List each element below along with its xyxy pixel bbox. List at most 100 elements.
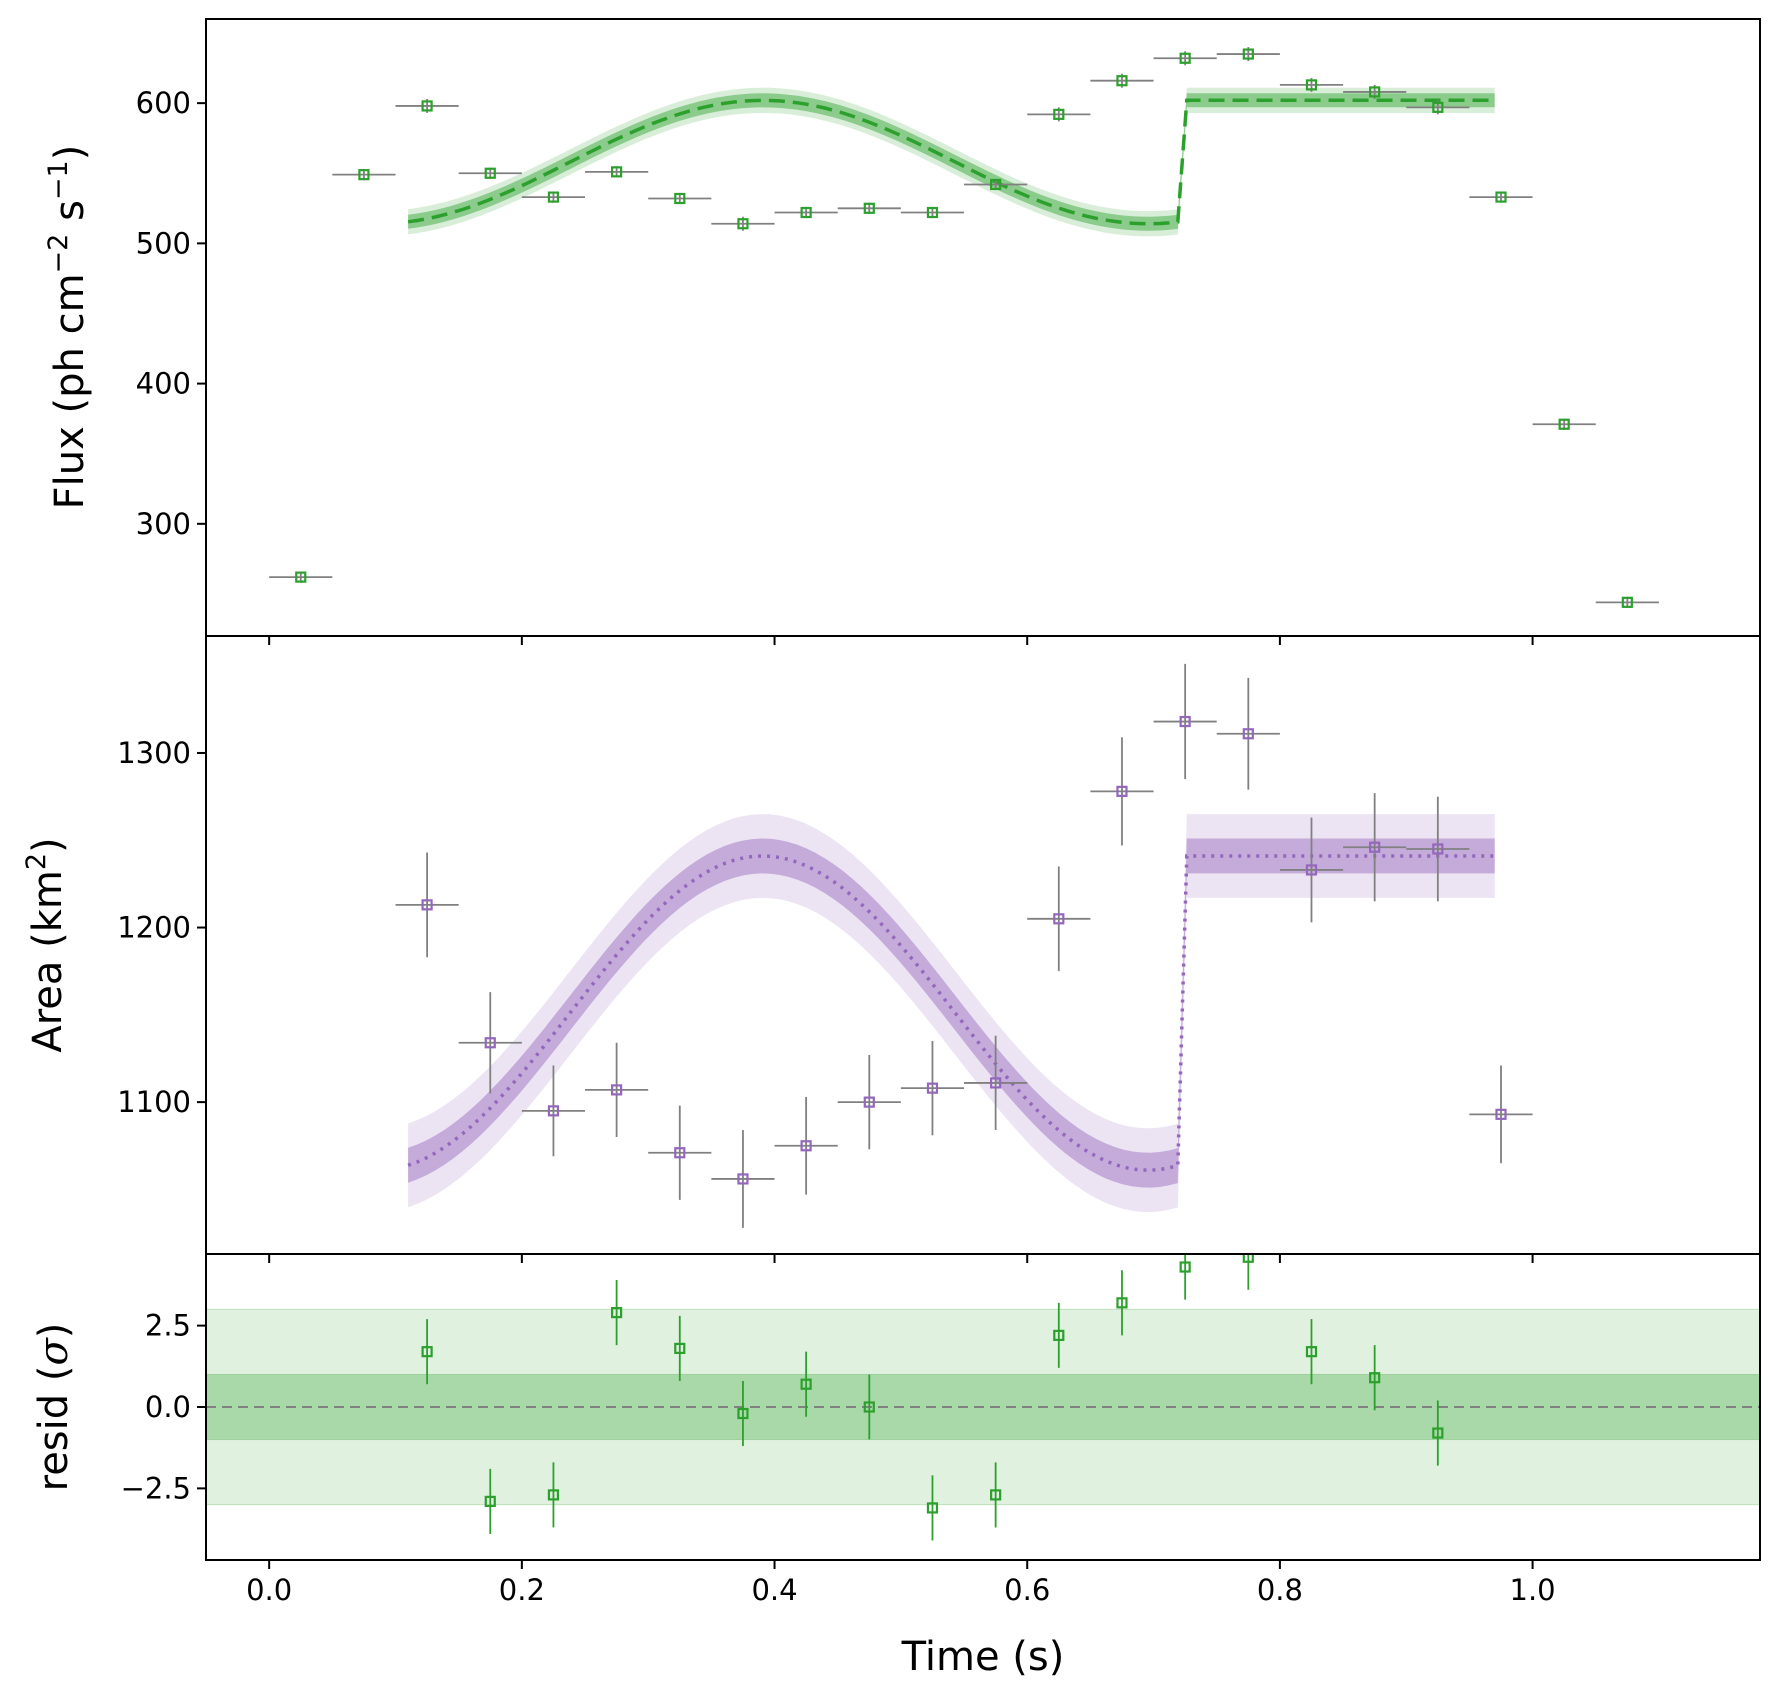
area-marker xyxy=(1432,843,1444,855)
flux-point xyxy=(1343,84,1407,99)
residual-marker xyxy=(863,1401,875,1413)
residual-point xyxy=(1305,1319,1318,1385)
xtick-label: 1.0 xyxy=(1510,1573,1556,1607)
residual-point xyxy=(1179,1254,1191,1300)
flux-point xyxy=(1090,73,1154,88)
flux-marker xyxy=(295,571,307,583)
area-point xyxy=(585,1042,649,1138)
area-point xyxy=(521,1065,586,1157)
area-marker xyxy=(800,1140,812,1152)
flux-ylabel-sup1: −2 xyxy=(43,234,74,274)
flux-point xyxy=(774,206,838,219)
area-points-layer xyxy=(395,663,1533,1228)
flux-ylabel-sup2: −1 xyxy=(43,160,74,200)
residual-marker xyxy=(1053,1329,1065,1341)
residual-point xyxy=(800,1351,812,1417)
flux-ylabel-mid: s xyxy=(47,200,93,234)
xtick-label: 0.4 xyxy=(751,1573,797,1607)
flux-ytick-label: 500 xyxy=(136,226,191,260)
area-model-band-inner xyxy=(408,838,1495,1188)
flux-marker xyxy=(737,218,749,230)
residual-point xyxy=(674,1315,686,1381)
area-point xyxy=(711,1130,775,1228)
residual-point xyxy=(547,1462,560,1528)
flux-point xyxy=(1469,191,1533,203)
flux-point xyxy=(1532,418,1596,430)
residual-marker xyxy=(1242,1254,1254,1263)
flux-marker xyxy=(1621,596,1633,608)
area-ytick-label: 1100 xyxy=(117,1085,191,1119)
area-marker xyxy=(1053,913,1065,925)
flux-model-layer xyxy=(407,87,1495,237)
area-marker xyxy=(926,1082,939,1094)
residual-marker xyxy=(737,1407,749,1420)
area-point xyxy=(395,852,459,958)
xtick-label: 0.6 xyxy=(1004,1573,1050,1607)
flux-marker xyxy=(674,192,686,205)
area-marker xyxy=(484,1037,496,1049)
residual-marker xyxy=(800,1378,812,1390)
area-marker xyxy=(421,899,433,911)
flux-point xyxy=(332,169,396,181)
flux-ytick-label: 600 xyxy=(136,86,191,120)
flux-marker xyxy=(1179,52,1191,64)
residual-point xyxy=(611,1280,623,1346)
flux-point xyxy=(395,98,459,113)
area-point xyxy=(1469,1065,1533,1164)
residual-point xyxy=(1242,1254,1254,1290)
flux-points-layer xyxy=(269,47,1659,608)
flux-point xyxy=(964,178,1028,191)
residual-marker xyxy=(547,1489,560,1501)
flux-marker xyxy=(1558,418,1570,430)
flux-ytick-label: 400 xyxy=(136,367,191,401)
residual-ytick-label: 0.0 xyxy=(145,1390,191,1424)
area-ytick-label: 1300 xyxy=(117,736,191,770)
area-point xyxy=(900,1041,965,1136)
flux-marker xyxy=(1369,86,1381,98)
residual-marker xyxy=(1432,1427,1444,1439)
flux-point xyxy=(1279,77,1344,92)
residual-y-axis-label: resid (σ) xyxy=(31,1323,77,1492)
area-point xyxy=(1090,737,1154,846)
residual-marker xyxy=(611,1306,623,1319)
flux-marker xyxy=(1116,75,1128,87)
flux-ylabel-base: Flux (ph cm xyxy=(47,273,93,509)
area-point xyxy=(964,1035,1028,1131)
residual-point xyxy=(926,1475,939,1541)
area-point xyxy=(1027,866,1091,972)
flux-y-axis-label: Flux (ph cm−2 s−1) xyxy=(43,145,93,510)
flux-marker xyxy=(358,169,370,181)
area-marker xyxy=(1369,841,1381,853)
area-model-line xyxy=(407,854,1495,1172)
area-marker xyxy=(737,1173,749,1185)
residual-marker xyxy=(1179,1261,1191,1273)
flux-marker xyxy=(484,167,496,179)
flux-point xyxy=(458,167,522,179)
area-marker xyxy=(863,1096,875,1108)
residual-y-ticks: −2.5 0.0 2.5 xyxy=(121,1309,206,1505)
flux-point xyxy=(648,192,712,205)
x-ticks: 0.0 0.2 0.4 0.6 0.8 1.0 xyxy=(246,636,1556,1607)
residual-point xyxy=(1369,1345,1381,1411)
flux-point xyxy=(269,571,333,583)
flux-ytick-label: 300 xyxy=(136,507,191,541)
residual-point xyxy=(421,1319,433,1385)
flux-marker xyxy=(990,178,1002,191)
residual-point xyxy=(863,1374,875,1440)
area-ytick-label: 1200 xyxy=(117,911,191,945)
flux-marker xyxy=(547,191,560,203)
area-marker xyxy=(990,1077,1002,1089)
area-point xyxy=(1216,677,1280,790)
residual-point xyxy=(484,1468,496,1534)
area-marker xyxy=(1116,785,1128,797)
residual-marker xyxy=(990,1489,1002,1501)
residual-point xyxy=(1432,1400,1444,1466)
flux-marker xyxy=(1053,108,1065,120)
flux-point xyxy=(1595,596,1659,608)
residual-points-layer xyxy=(421,1254,1444,1541)
area-ylabel-end: ) xyxy=(25,837,71,853)
area-marker xyxy=(547,1105,560,1117)
area-point xyxy=(648,1105,712,1200)
area-model-layer xyxy=(407,814,1495,1213)
